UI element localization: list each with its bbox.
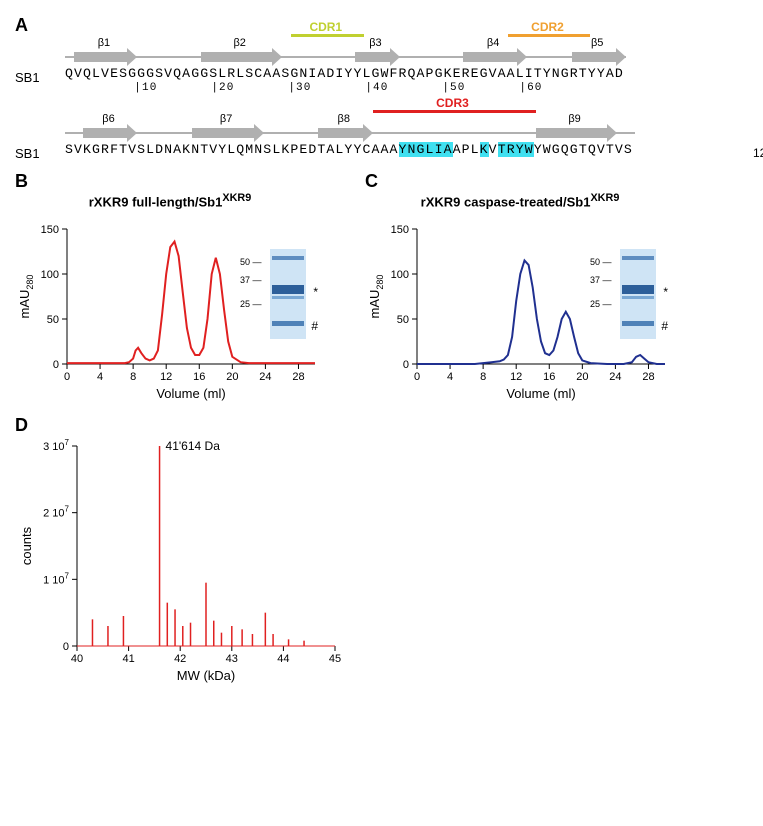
svg-text:4: 4 (97, 371, 103, 383)
chart-b: 0481216202428050100150Volume (ml)mAU280 … (15, 219, 325, 409)
panel-d-wrap: D 40 41 42 43 44 45 0 1 107 2 107 3 107 MW (kDa) co… (15, 415, 748, 691)
svg-text:20: 20 (226, 371, 238, 383)
svg-text:counts: counts (19, 527, 34, 566)
charts-bc-row: B rXKR9 full-length/Sb1XKR9 048121620242… (15, 171, 748, 409)
chart-c: 0481216202428050100150Volume (ml)mAU280 … (365, 219, 675, 409)
svg-text:50: 50 (397, 314, 409, 326)
svg-text:mAU280: mAU280 (17, 275, 35, 319)
panel-b-title-sup: XKR9 (222, 192, 251, 204)
svg-text:45: 45 (329, 653, 341, 665)
svg-text:3 107: 3 107 (43, 438, 69, 453)
panel-c-label: C (365, 171, 378, 191)
svg-text:0: 0 (414, 371, 420, 383)
svg-text:12: 12 (160, 371, 172, 383)
seq2-endnum: 125 (753, 146, 763, 160)
svg-text:150: 150 (41, 224, 59, 236)
seq-row-1: β1β2β3β4β5CDR1CDR2 SB1 QVQLVESGGGSVQAGGS… (15, 40, 748, 94)
svg-text:0: 0 (53, 359, 59, 371)
svg-text:8: 8 (130, 371, 136, 383)
panel-c-wrap: C rXKR9 caspase-treated/Sb1XKR9 0 4 8 12 16 2… (365, 171, 675, 409)
seq-track-1: QVQLVESGGGSVQAGGSLRLSCAASGNIADIYYLGWFRQA… (65, 66, 748, 94)
svg-text:20: 20 (576, 371, 588, 383)
svg-text:MW (kDa): MW (kDa) (177, 668, 236, 683)
svg-text:8: 8 (480, 371, 486, 383)
svg-text:50: 50 (47, 314, 59, 326)
svg-text:41'614 Da: 41'614 Da (166, 439, 221, 453)
svg-text:43: 43 (226, 653, 238, 665)
svg-text:100: 100 (41, 269, 59, 281)
panel-b-title: rXKR9 full-length/Sb1XKR9 (15, 192, 325, 209)
seq-name-2: SB1 (15, 146, 40, 161)
panel-a-label: A (15, 15, 28, 35)
svg-text:0: 0 (64, 371, 70, 383)
svg-text:44: 44 (277, 653, 289, 665)
panel-c-title-sup: XKR9 (590, 192, 619, 204)
arrow-row-2: β6β7β8β9CDR3 (65, 116, 748, 142)
svg-text:42: 42 (174, 653, 186, 665)
svg-text:28: 28 (642, 371, 654, 383)
svg-text:12: 12 (510, 371, 522, 383)
svg-text:16: 16 (543, 371, 555, 383)
seq-letters-1: QVQLVESGGGSVQAGGSLRLSCAASGNIADIYYLGWFRQA… (65, 66, 748, 81)
arrow-row-1: β1β2β3β4β5CDR1CDR2 (65, 40, 748, 66)
svg-text:40: 40 (71, 653, 83, 665)
svg-text:0: 0 (63, 641, 69, 653)
svg-text:1 107: 1 107 (43, 572, 69, 587)
svg-text:150: 150 (391, 224, 409, 236)
panel-b-label: B (15, 171, 28, 191)
chart-d: 40 41 42 43 44 45 0 1 107 2 107 3 107 MW (kDa) coun… (15, 436, 748, 691)
panel-d-label: D (15, 415, 28, 435)
svg-text:100: 100 (391, 269, 409, 281)
panel-c-title-text: rXKR9 caspase-treated/Sb1 (421, 194, 591, 209)
svg-text:24: 24 (609, 371, 621, 383)
seq-name-1: SB1 (15, 70, 40, 85)
seq-track-2: SVKGRFTVSLDNAKNTVYLQMNSLKPEDTALYYCAAAYNG… (65, 142, 748, 157)
svg-text:16: 16 (193, 371, 205, 383)
panel-c-title: rXKR9 caspase-treated/Sb1XKR9 (365, 192, 675, 209)
svg-text:2 107: 2 107 (43, 505, 69, 520)
svg-text:mAU280: mAU280 (367, 275, 385, 319)
svg-text:Volume (ml): Volume (ml) (506, 386, 575, 401)
svg-text:24: 24 (259, 371, 271, 383)
svg-text:28: 28 (292, 371, 304, 383)
svg-text:4: 4 (447, 371, 453, 383)
svg-text:41: 41 (122, 653, 134, 665)
seq-letters-2: SVKGRFTVSLDNAKNTVYLQMNSLKPEDTALYYCAAAYNG… (65, 142, 748, 157)
panel-b-title-text: rXKR9 full-length/Sb1 (89, 194, 223, 209)
panel-a: A β1β2β3β4β5CDR1CDR2 SB1 QVQLVESGGGSVQAG… (15, 15, 748, 157)
panel-b-wrap: B rXKR9 full-length/Sb1XKR9 0 4 8 12 16 20 24 2… (15, 171, 325, 409)
svg-text:0: 0 (403, 359, 409, 371)
seq-row-2: β6β7β8β9CDR3 SB1 SVKGRFTVSLDNAKNTVYLQMNS… (15, 116, 748, 157)
svg-text:Volume (ml): Volume (ml) (156, 386, 225, 401)
seq-nums-1: |10 |20 |30 |40 |50 |60 (65, 82, 748, 94)
